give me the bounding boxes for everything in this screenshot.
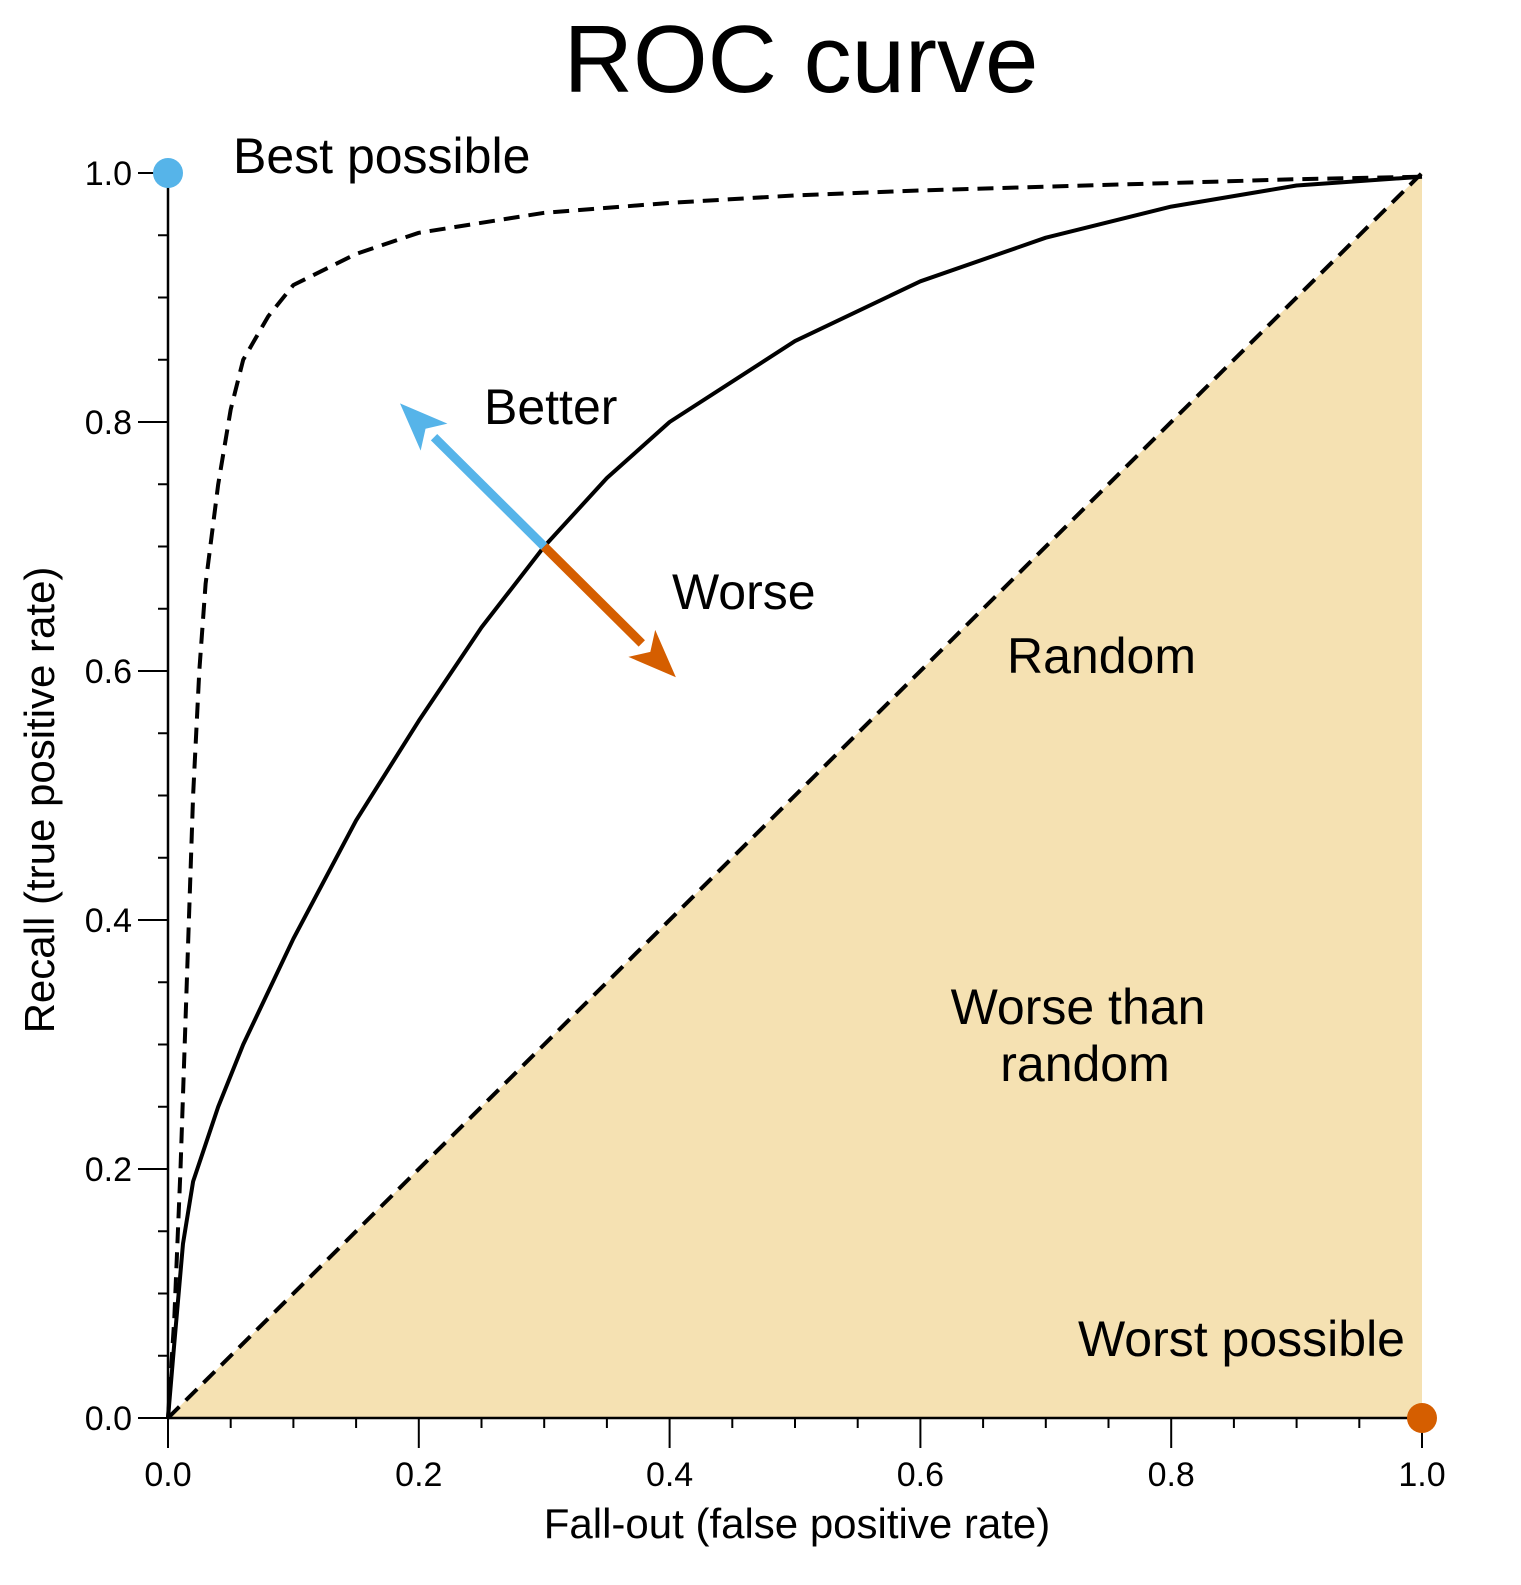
x-tick-label: 0.0 <box>144 1456 191 1494</box>
x-tick-label: 0.6 <box>897 1456 944 1494</box>
y-tick-label: 0.6 <box>85 653 132 691</box>
better-arrow-shaft <box>430 433 548 550</box>
random-label: Random <box>1007 628 1196 684</box>
y-tick-label: 0.4 <box>85 902 132 940</box>
roc-lines <box>166 171 1424 1420</box>
roc-curve-excellent <box>166 174 1423 1419</box>
x-tick-labels: 0.0 0.2 0.4 0.6 0.8 1.0 <box>144 1456 1445 1494</box>
worse-label: Worse <box>672 564 816 620</box>
x-tick-label: 1.0 <box>1398 1456 1445 1494</box>
worse-than-random-label-line1: Worse than <box>951 979 1206 1035</box>
y-axis-title: Recall (true positive rate) <box>16 567 63 1034</box>
worst-possible-point <box>1407 1403 1437 1433</box>
arrows <box>399 403 676 678</box>
x-axis-title: Fall-out (false positive rate) <box>544 1500 1051 1547</box>
endpoint-markers <box>153 158 1437 1433</box>
worse-than-random-label-line2: random <box>1000 1036 1170 1092</box>
roc-curve-typical <box>166 174 1423 1419</box>
worst-possible-label: Worst possible <box>1078 1311 1405 1367</box>
y-tick-label: 0.8 <box>85 404 132 442</box>
y-tick-label: 1.0 <box>85 155 132 193</box>
best-possible-point <box>153 158 183 188</box>
y-tick-label: 0.0 <box>85 1400 132 1438</box>
x-tick-label: 0.4 <box>646 1456 693 1494</box>
better-label: Better <box>484 379 617 435</box>
random-diagonal <box>166 171 1424 1420</box>
x-tick-label: 0.8 <box>1148 1456 1195 1494</box>
best-possible-label: Best possible <box>233 128 530 184</box>
worse-arrow-head <box>628 629 676 678</box>
x-tick-label: 0.2 <box>395 1456 442 1494</box>
y-tick-labels: 0.0 0.2 0.4 0.6 0.8 1.0 <box>85 155 132 1438</box>
y-tick-label: 0.2 <box>85 1151 132 1189</box>
worse-arrow-shaft <box>541 543 645 647</box>
chart-title: ROC curve <box>564 6 1039 113</box>
better-arrow-head <box>399 403 448 451</box>
